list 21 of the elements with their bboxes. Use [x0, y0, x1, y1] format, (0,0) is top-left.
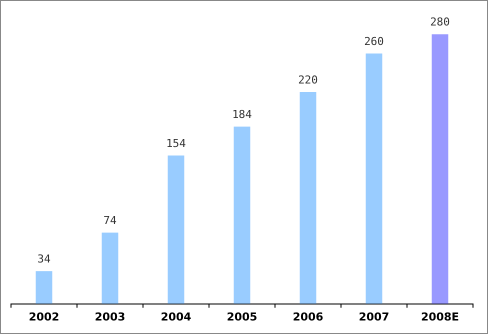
bar — [366, 54, 382, 304]
data-label: 220 — [298, 73, 318, 86]
data-label: 154 — [166, 136, 186, 150]
bar — [432, 34, 448, 304]
x-tick-label: 2008E — [420, 310, 460, 324]
bar — [36, 271, 52, 304]
data-label: 34 — [37, 252, 51, 266]
data-label: 260 — [364, 34, 384, 48]
bar — [300, 92, 316, 304]
bar — [102, 232, 118, 304]
data-label: 184 — [232, 108, 252, 122]
x-tick-label: 2006 — [292, 310, 324, 324]
x-tick-label: 2007 — [358, 310, 390, 324]
bar — [168, 156, 184, 304]
x-tick-label: 2003 — [94, 310, 126, 324]
x-tick-label: 2005 — [226, 310, 258, 324]
data-label: 74 — [103, 214, 117, 227]
bar — [234, 126, 250, 304]
x-tick-label: 2004 — [160, 310, 192, 324]
x-tick-label: 2002 — [28, 310, 60, 324]
data-label: 280 — [430, 16, 450, 29]
